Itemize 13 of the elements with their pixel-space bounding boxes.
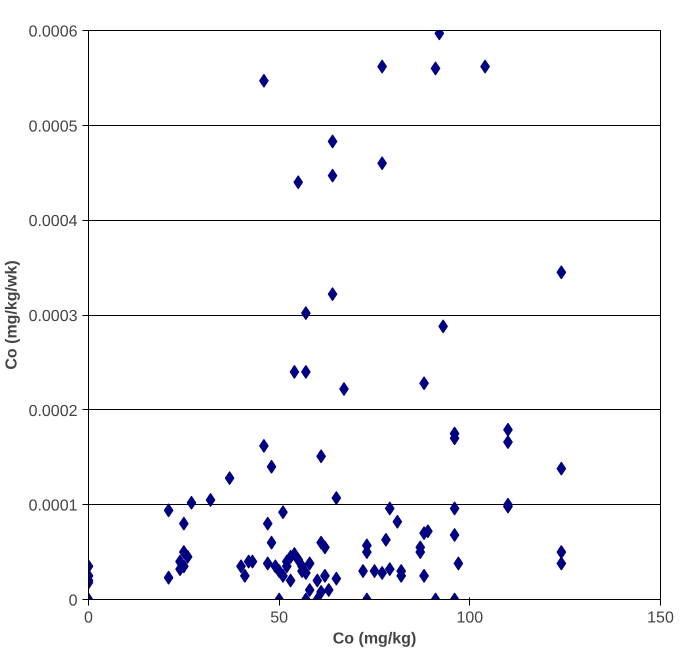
y-axis-title: Co (mg/kg/wk)	[4, 260, 21, 370]
y-tick-label: 0.0001	[28, 498, 78, 515]
y-tick-label: 0	[68, 592, 78, 610]
x-axis-title: Co (mg/kg)	[332, 630, 416, 648]
x-tick-label: 100	[456, 610, 484, 626]
y-tick-label: 0.0002	[28, 402, 78, 420]
x-tick-label: 150	[647, 610, 674, 626]
y-tick-label: 0.0004	[28, 213, 78, 230]
y-tick-label: 0.0006	[28, 24, 78, 40]
x-tick-label: 50	[270, 610, 288, 626]
y-tick-label: 0.0003	[28, 308, 78, 325]
x-tick-label: 0	[84, 610, 94, 626]
y-tick-label: 0.0005	[28, 118, 78, 136]
